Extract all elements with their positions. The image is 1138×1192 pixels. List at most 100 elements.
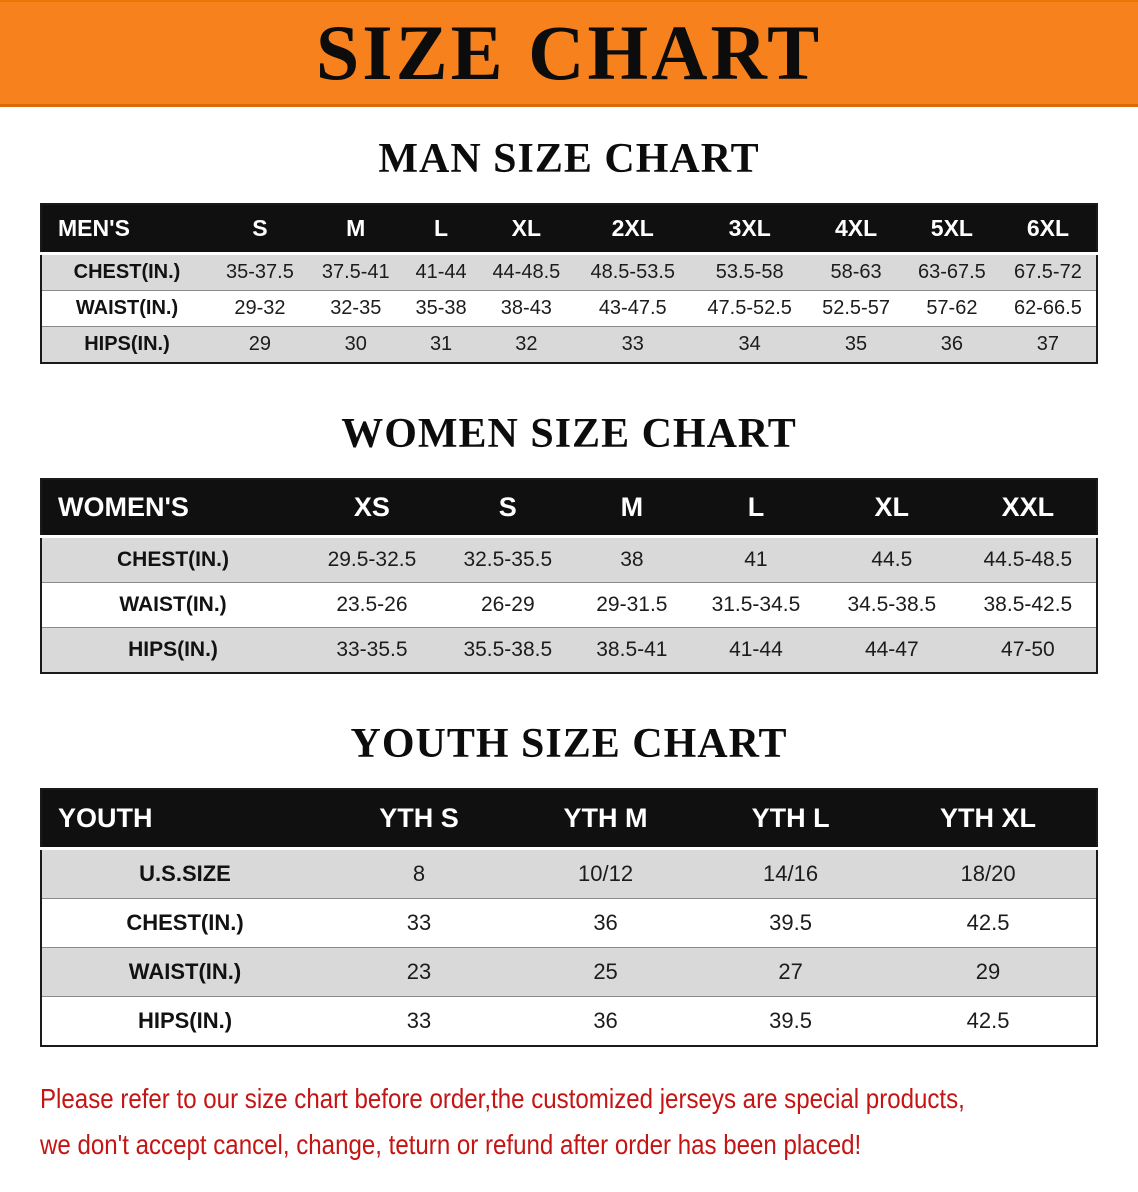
size-header-cell: YTH L [751, 803, 830, 833]
size-chart-page: SIZE CHART MAN SIZE CHART MEN'S S M L XL 2XL 3X… [0, 0, 1138, 1164]
size-value-cell: 34 [738, 333, 761, 355]
size-value-cell: 36 [593, 910, 618, 935]
size-chart-section: MAN SIZE CHART MEN'S S M L XL 2XL 3XL 4XL 5XL 6XL C… [40, 135, 1098, 364]
size-value-cell: 29.5-32.5 [327, 548, 417, 571]
table-row: CHEST(IN.) 29.5-32.5 32.5-35.5 38 41 44.5 44.5… [41, 536, 1097, 583]
table-row: CHEST(IN.) 33 36 39.5 42.5 [41, 898, 1097, 948]
size-header-cell: YTH M [563, 803, 648, 833]
row-label: WAIST(IN.) [128, 959, 242, 984]
table-header-row: MEN'S S M L XL 2XL 3XL 4XL 5XL 6XL [41, 204, 1097, 254]
size-value-cell: 10/12 [578, 861, 634, 886]
size-value-cell: 23 [406, 959, 432, 984]
table-row: WAIST(IN.) 29-32 32-35 35-38 38-43 43-47.5 47.… [41, 290, 1097, 327]
size-value-cell: 36 [940, 333, 964, 355]
size-value-cell: 38.5-42.5 [983, 593, 1073, 616]
size-value-cell: 63-67.5 [917, 261, 986, 283]
table-title-cell: YOUTH [58, 803, 153, 833]
size-value-cell: 33-35.5 [336, 638, 408, 661]
table-row: WAIST(IN.) 23 25 27 29 [41, 947, 1097, 997]
banner: SIZE CHART [0, 0, 1138, 107]
size-value-cell: 44-47 [864, 638, 919, 661]
row-label: CHEST(IN.) [73, 261, 181, 283]
size-value-cell: 14/16 [763, 861, 819, 886]
size-header-cell: 3XL [728, 215, 771, 241]
size-header-cell: XXL [1001, 492, 1055, 522]
size-header-cell: XL [511, 215, 542, 241]
row-label: CHEST(IN.) [126, 910, 244, 935]
size-header-cell: XL [874, 492, 910, 522]
size-value-cell: 33 [406, 1008, 432, 1033]
size-value-cell: 35 [844, 333, 868, 355]
section-heading: YOUTH SIZE CHART [350, 721, 788, 767]
size-table: WOMEN'S XS S M L XL XXL CHEST(IN.) 29.5-32.5 32.5… [40, 478, 1098, 674]
size-value-cell: 38 [620, 548, 644, 571]
size-value-cell: 37.5-41 [321, 261, 390, 283]
size-value-cell: 37 [1036, 333, 1060, 355]
table-header-row: YOUTH YTH S YTH M YTH L YTH XL [41, 789, 1097, 849]
size-value-cell: 32.5-35.5 [463, 548, 553, 571]
size-header-cell: 5XL [930, 215, 973, 241]
size-header-cell: S [252, 215, 268, 241]
size-value-cell: 30 [344, 333, 367, 355]
size-chart-section: WOMEN SIZE CHART WOMEN'S XS S M L XL XXL CHEST(I… [40, 410, 1098, 674]
size-value-cell: 52.5-57 [822, 297, 890, 319]
size-header-cell: YTH XL [940, 803, 1037, 833]
notice-line: we don't accept cancel, change, teturn o… [40, 1129, 862, 1161]
size-header-cell: 6XL [1026, 215, 1069, 241]
size-value-cell: 35.5-38.5 [463, 638, 553, 661]
size-value-cell: 42.5 [966, 1008, 1010, 1033]
size-value-cell: 29-31.5 [596, 593, 668, 616]
size-value-cell: 44.5 [871, 548, 913, 571]
size-header-cell: M [346, 215, 366, 241]
size-header-cell: 2XL [611, 215, 654, 241]
size-value-cell: 32-35 [330, 297, 382, 319]
table-title-cell: MEN'S [58, 215, 130, 241]
size-value-cell: 48.5-53.5 [590, 261, 675, 283]
size-value-cell: 31 [429, 333, 453, 355]
size-value-cell: 43-47.5 [598, 297, 667, 319]
size-value-cell: 58-63 [830, 261, 882, 283]
size-value-cell: 36 [593, 1008, 618, 1033]
size-value-cell: 25 [593, 959, 618, 984]
table-row: U.S.SIZE 8 10/12 14/16 18/20 [41, 848, 1097, 899]
page-title: SIZE CHART [315, 9, 823, 96]
size-value-cell: 31.5-34.5 [711, 593, 801, 616]
size-header-cell: XS [353, 492, 390, 522]
size-value-cell: 47.5-52.5 [707, 297, 792, 319]
size-value-cell: 34.5-38.5 [847, 593, 937, 616]
size-value-cell: 29 [248, 333, 272, 355]
footer-notice: Please refer to our size chart before or… [40, 1081, 1098, 1164]
row-label: HIPS(IN.) [128, 638, 218, 661]
size-value-cell: 42.5 [966, 910, 1010, 935]
size-value-cell: 27 [778, 959, 803, 984]
row-label: CHEST(IN.) [117, 548, 229, 571]
size-value-cell: 41-44 [415, 261, 467, 283]
size-table: MEN'S S M L XL 2XL 3XL 4XL 5XL 6XL CHEST(IN.) 35-37… [40, 203, 1098, 364]
size-value-cell: 23.5-26 [336, 593, 408, 616]
size-header-cell: 4XL [834, 215, 878, 241]
size-value-cell: 39.5 [769, 1008, 812, 1033]
size-value-cell: 35-37.5 [226, 261, 294, 283]
size-value-cell: 32 [515, 333, 538, 355]
size-value-cell: 29 [975, 959, 1001, 984]
table-row: WAIST(IN.) 23.5-26 26-29 29-31.5 31.5-34.5 34… [41, 582, 1097, 628]
size-chart-sections: MAN SIZE CHART MEN'S S M L XL 2XL 3XL 4XL 5XL 6XL C… [0, 135, 1138, 1047]
size-value-cell: 47-50 [1001, 638, 1055, 661]
size-value-cell: 57-62 [926, 297, 978, 319]
size-header-cell: M [620, 492, 644, 522]
size-value-cell: 38.5-41 [596, 638, 668, 661]
size-header-cell: L [747, 492, 765, 522]
size-header-cell: YTH S [379, 803, 459, 833]
row-label: HIPS(IN.) [84, 333, 170, 355]
table-title-cell: WOMEN'S [58, 492, 189, 522]
size-value-cell: 41 [744, 548, 768, 571]
size-value-cell: 29-32 [234, 297, 286, 319]
size-value-cell: 53.5-58 [715, 261, 784, 283]
table-header-row: WOMEN'S XS S M L XL XXL [41, 479, 1097, 537]
size-chart-section: YOUTH SIZE CHART YOUTH YTH S YTH M YTH L YTH … [40, 720, 1098, 1047]
section-heading: MAN SIZE CHART [378, 136, 760, 182]
size-value-cell: 38-43 [500, 297, 552, 319]
row-label: HIPS(IN.) [137, 1008, 233, 1033]
size-table: YOUTH YTH S YTH M YTH L YTH XL U.S.SIZE 8 10/12… [40, 788, 1098, 1047]
row-label: WAIST(IN.) [119, 593, 227, 616]
